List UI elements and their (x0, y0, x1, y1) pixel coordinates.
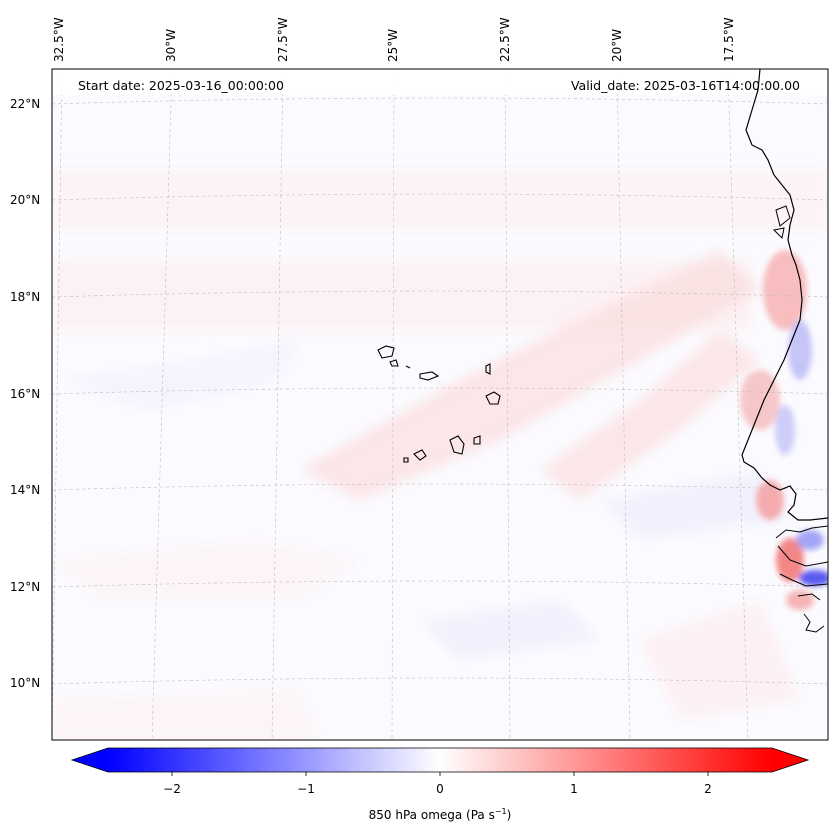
lat-label: 10°N (10, 676, 41, 690)
lat-label: 16°N (10, 387, 41, 401)
start-date-label: Start date: 2025-03-16_00:00:00 (78, 78, 284, 93)
lon-label: 27.5°W (276, 17, 290, 62)
colorbar-tick-label: −1 (297, 782, 315, 796)
map-frame (51, 68, 829, 741)
africa-coastline (741, 69, 828, 521)
lon-label: 17.5°W (722, 17, 736, 62)
lon-label: 25°W (386, 28, 400, 62)
lat-label: 20°N (10, 193, 41, 207)
lat-label: 14°N (10, 483, 41, 497)
colorbar-tick-label: 2 (704, 782, 712, 796)
lon-label: 30°W (164, 28, 178, 62)
valid-date-label: Valid_date: 2025-03-16T14:00:00.00 (570, 78, 800, 93)
colorbar-tick-label: 0 (436, 782, 444, 796)
colorbar-title: 850 hPa omega (Pa s−1) (368, 807, 512, 822)
lon-label: 20°W (610, 28, 624, 62)
lat-label: 22°N (10, 97, 41, 111)
lon-label: 22.5°W (498, 17, 512, 62)
colorbar-tick-label: −2 (163, 782, 181, 796)
colorbar-tick-label: 1 (570, 782, 578, 796)
lat-label: 18°N (10, 290, 41, 304)
colorbar (70, 747, 810, 776)
gridlines (52, 69, 828, 740)
cape-verde-islands (377, 345, 501, 463)
lon-label: 32.5°W (52, 17, 66, 62)
omega-field (52, 69, 828, 740)
lat-label: 12°N (10, 580, 41, 594)
